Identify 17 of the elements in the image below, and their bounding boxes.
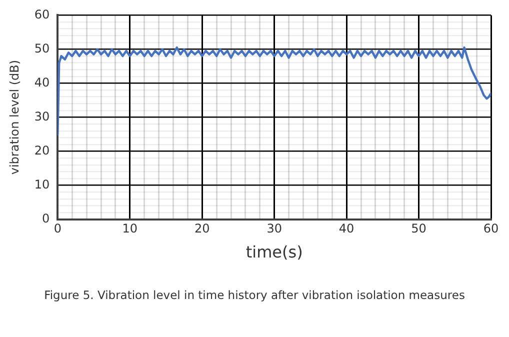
y-axis-title: vibration level (dB) [7,60,22,175]
caption: Figure 5. Vibration level in time history after vibration isolation measures [43,288,466,302]
y-tick-label: 20 [34,143,50,158]
x-tick-label: 10 [122,222,138,236]
x-tick-label: 30 [266,222,282,236]
x-tick-label: 40 [338,222,354,236]
y-tick-label: 10 [34,177,50,192]
x-tick-label: 50 [411,222,426,236]
y-tick-label: 40 [34,75,50,90]
y-tick-label: 30 [34,109,50,124]
x-tick-label: 20 [194,222,210,236]
y-tick-label: 0 [42,212,50,226]
x-axis-title: time(s) [246,242,303,262]
y-tick-label: 60 [34,7,50,22]
x-tick-label: 0 [54,222,62,236]
x-tick-label: 60 [483,222,499,236]
y-tick-label: 50 [34,41,50,56]
